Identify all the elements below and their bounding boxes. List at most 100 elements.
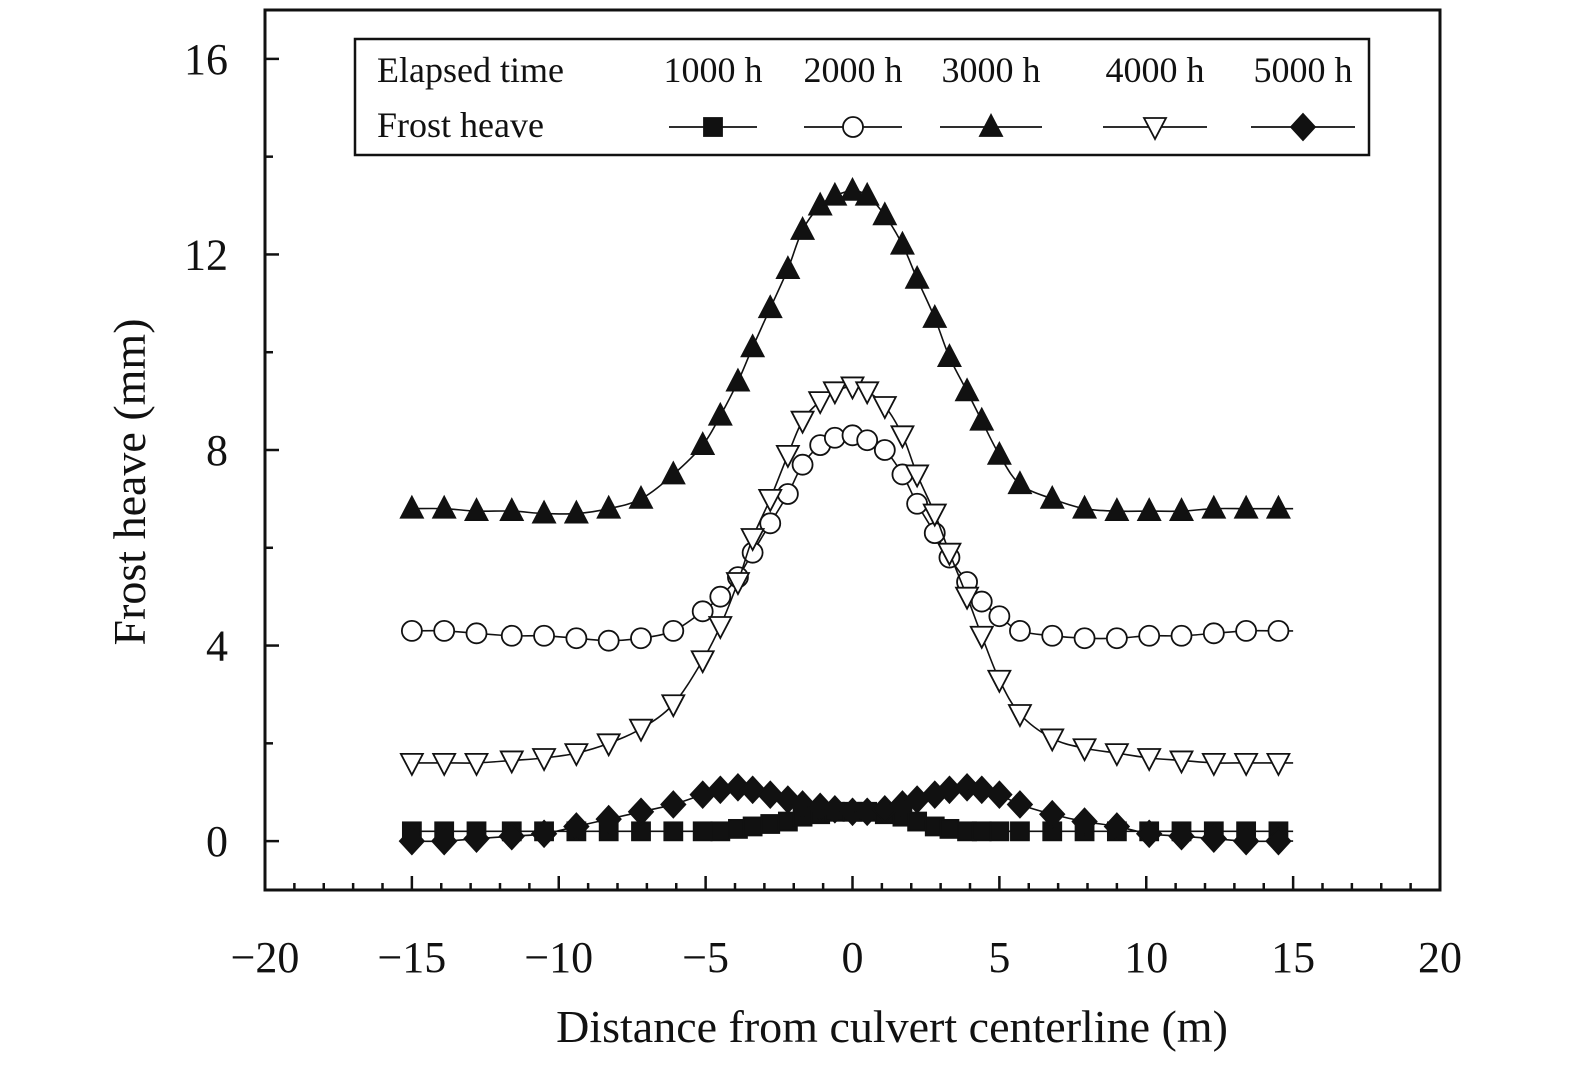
data-point [1103, 812, 1131, 841]
data-point [628, 484, 654, 509]
data-point [596, 494, 622, 519]
data-point [1105, 627, 1128, 650]
data-point [969, 625, 995, 650]
data-point [971, 821, 992, 842]
data-point [630, 627, 652, 650]
data-point [1138, 624, 1161, 647]
y-axis-ticks [265, 57, 279, 843]
data-point [1265, 494, 1291, 519]
legend-series-label: 3000 h [942, 50, 1041, 90]
y-tick-label: 0 [206, 817, 228, 866]
data-point [531, 499, 557, 524]
data-point [563, 812, 590, 841]
data-point [710, 821, 731, 842]
data-point [775, 444, 801, 469]
data-point [760, 814, 781, 834]
legend-series-label: 4000 h [1106, 50, 1205, 90]
x-tick-label: −5 [682, 933, 729, 982]
data-point [856, 429, 879, 452]
y-tick-label: 8 [206, 426, 228, 475]
data-point [740, 528, 766, 552]
legend-row-label-time: Elapsed time [377, 50, 564, 90]
data-point [627, 797, 655, 827]
data-point [1039, 484, 1065, 509]
data-point [790, 216, 816, 240]
data-point [969, 406, 995, 431]
legend-box [353, 37, 1371, 157]
data-point [399, 494, 425, 519]
data-point [530, 819, 558, 849]
data-point [1041, 624, 1064, 647]
x-axis-tick-labels: −20 −15 −10 −5 0 5 10 15 20 [231, 933, 1462, 982]
x-tick-label: 20 [1418, 933, 1462, 982]
data-point [596, 733, 622, 758]
y-tick-label: 4 [206, 622, 228, 671]
series-3000-h [399, 176, 1294, 524]
data-point [628, 718, 654, 743]
legend-marker [1142, 117, 1168, 141]
data-point [690, 431, 716, 456]
legend: Elapsed time Frost heave 1000 h 2000 h 300… [353, 37, 1371, 157]
data-point [791, 453, 814, 476]
legend-marker [842, 116, 864, 138]
data-point [563, 499, 589, 524]
data-point [759, 512, 782, 535]
data-point [691, 600, 714, 623]
data-point [1200, 824, 1228, 853]
data-point [889, 230, 915, 255]
data-point [1201, 494, 1227, 519]
data-point [1135, 819, 1163, 849]
data-point [563, 743, 589, 768]
data-point [531, 748, 557, 772]
data-point [1010, 821, 1030, 842]
data-point [986, 780, 1013, 809]
data-point [660, 694, 686, 719]
data-point [1265, 826, 1292, 856]
legend-series-label: 5000 h [1254, 50, 1353, 90]
data-point [1201, 752, 1227, 777]
data-point [1136, 748, 1162, 772]
data-point [757, 294, 783, 319]
data-point [430, 826, 458, 856]
data-point [776, 483, 799, 505]
series-2000-h [400, 424, 1294, 652]
data-point [692, 821, 713, 842]
data-point [872, 201, 898, 226]
data-point [823, 426, 846, 449]
data-point [840, 176, 865, 201]
data-point [499, 750, 525, 775]
y-tick-label: 12 [184, 230, 228, 279]
data-point [954, 377, 980, 402]
data-point [922, 503, 948, 528]
data-point [1233, 494, 1259, 519]
data-point [500, 624, 523, 647]
x-axis-ticks [263, 876, 1442, 890]
data-point [1235, 619, 1258, 642]
data-point [954, 586, 980, 611]
data-point [725, 572, 751, 596]
data-point [1168, 821, 1195, 851]
data-point [904, 264, 930, 289]
series-line [411, 434, 1294, 642]
data-point [1233, 752, 1259, 777]
data-point [431, 494, 457, 519]
data-point [1169, 750, 1194, 775]
data-point [660, 460, 686, 485]
data-point [1169, 497, 1194, 522]
data-point [904, 464, 930, 489]
legend-row-label-heave: Frost heave [377, 105, 544, 145]
series-layer [398, 176, 1294, 856]
data-point [789, 790, 816, 819]
data-point [1072, 738, 1098, 763]
x-tick-label: −15 [377, 933, 446, 982]
x-tick-label: 15 [1271, 933, 1315, 982]
data-point [1073, 627, 1096, 650]
data-point [1170, 624, 1193, 647]
data-point [740, 333, 766, 358]
data-point [757, 488, 783, 513]
data-point [807, 391, 833, 416]
data-point [433, 619, 456, 642]
legend-entries: 1000 h 2000 h 3000 h 4000 h 5000 h [664, 50, 1355, 142]
legend-series-label: 2000 h [804, 50, 903, 90]
